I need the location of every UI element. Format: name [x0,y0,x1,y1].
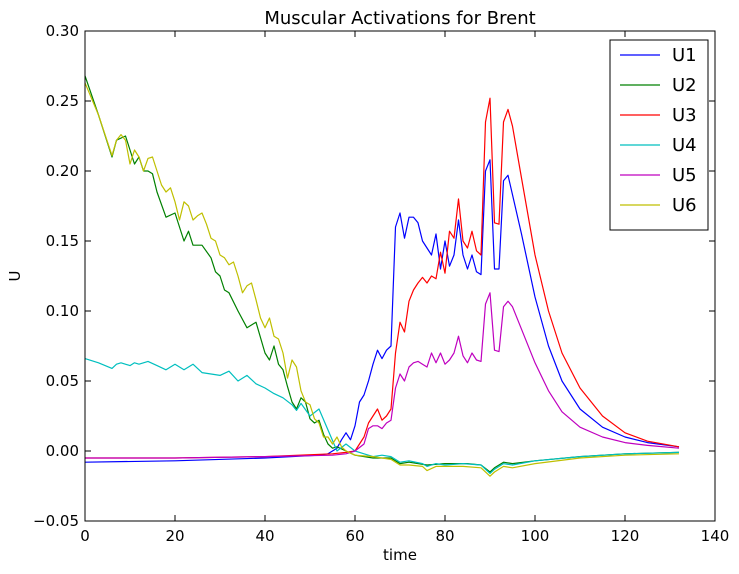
legend-box [609,39,709,231]
x-tick-label: 80 [435,527,454,545]
legend-label: U4 [672,135,697,156]
y-tick-label: 0.05 [46,372,79,390]
x-tick-label: 140 [701,527,730,545]
y-tick-label: −0.05 [33,512,79,530]
x-tick-label: 0 [80,527,90,545]
series-line-u1 [84,159,680,463]
chart-title: Muscular Activations for Brent [264,8,535,29]
x-tick-label: 60 [345,527,364,545]
y-tick-label: 0.30 [46,22,79,40]
axis-ticks: 0 20 40 60 80 100 120 140 −0.05 0.00 0.05 0.10 0.15 0… [33,22,729,545]
plot-frame [84,30,716,522]
series-line-u2 [84,75,680,473]
series-line-u3 [85,97,680,459]
legend-label: U5 [672,165,697,186]
x-tick-label: 120 [611,527,640,545]
legend: U1 U2 U3 U4 U5 U6 [609,39,709,231]
plot-lines [84,75,680,477]
y-tick-label: 0.15 [46,232,79,250]
series-line-u6 [84,82,680,477]
legend-label: U6 [672,195,697,216]
y-tick-label: 0.20 [46,162,79,180]
y-tick-label: 0.00 [46,442,79,460]
series-line-u4 [84,358,680,474]
y-tick-label: 0.25 [46,92,79,110]
legend-label: U1 [672,45,697,66]
x-axis-label: time [383,546,417,564]
x-tick-label: 20 [165,527,184,545]
legend-label: U3 [672,105,697,126]
y-axis-label: U [6,271,24,282]
x-tick-label: 40 [255,527,274,545]
x-tick-label: 100 [521,527,550,545]
y-tick-label: 0.10 [46,302,79,320]
series-line-u5 [85,292,680,459]
legend-label: U2 [672,75,697,96]
